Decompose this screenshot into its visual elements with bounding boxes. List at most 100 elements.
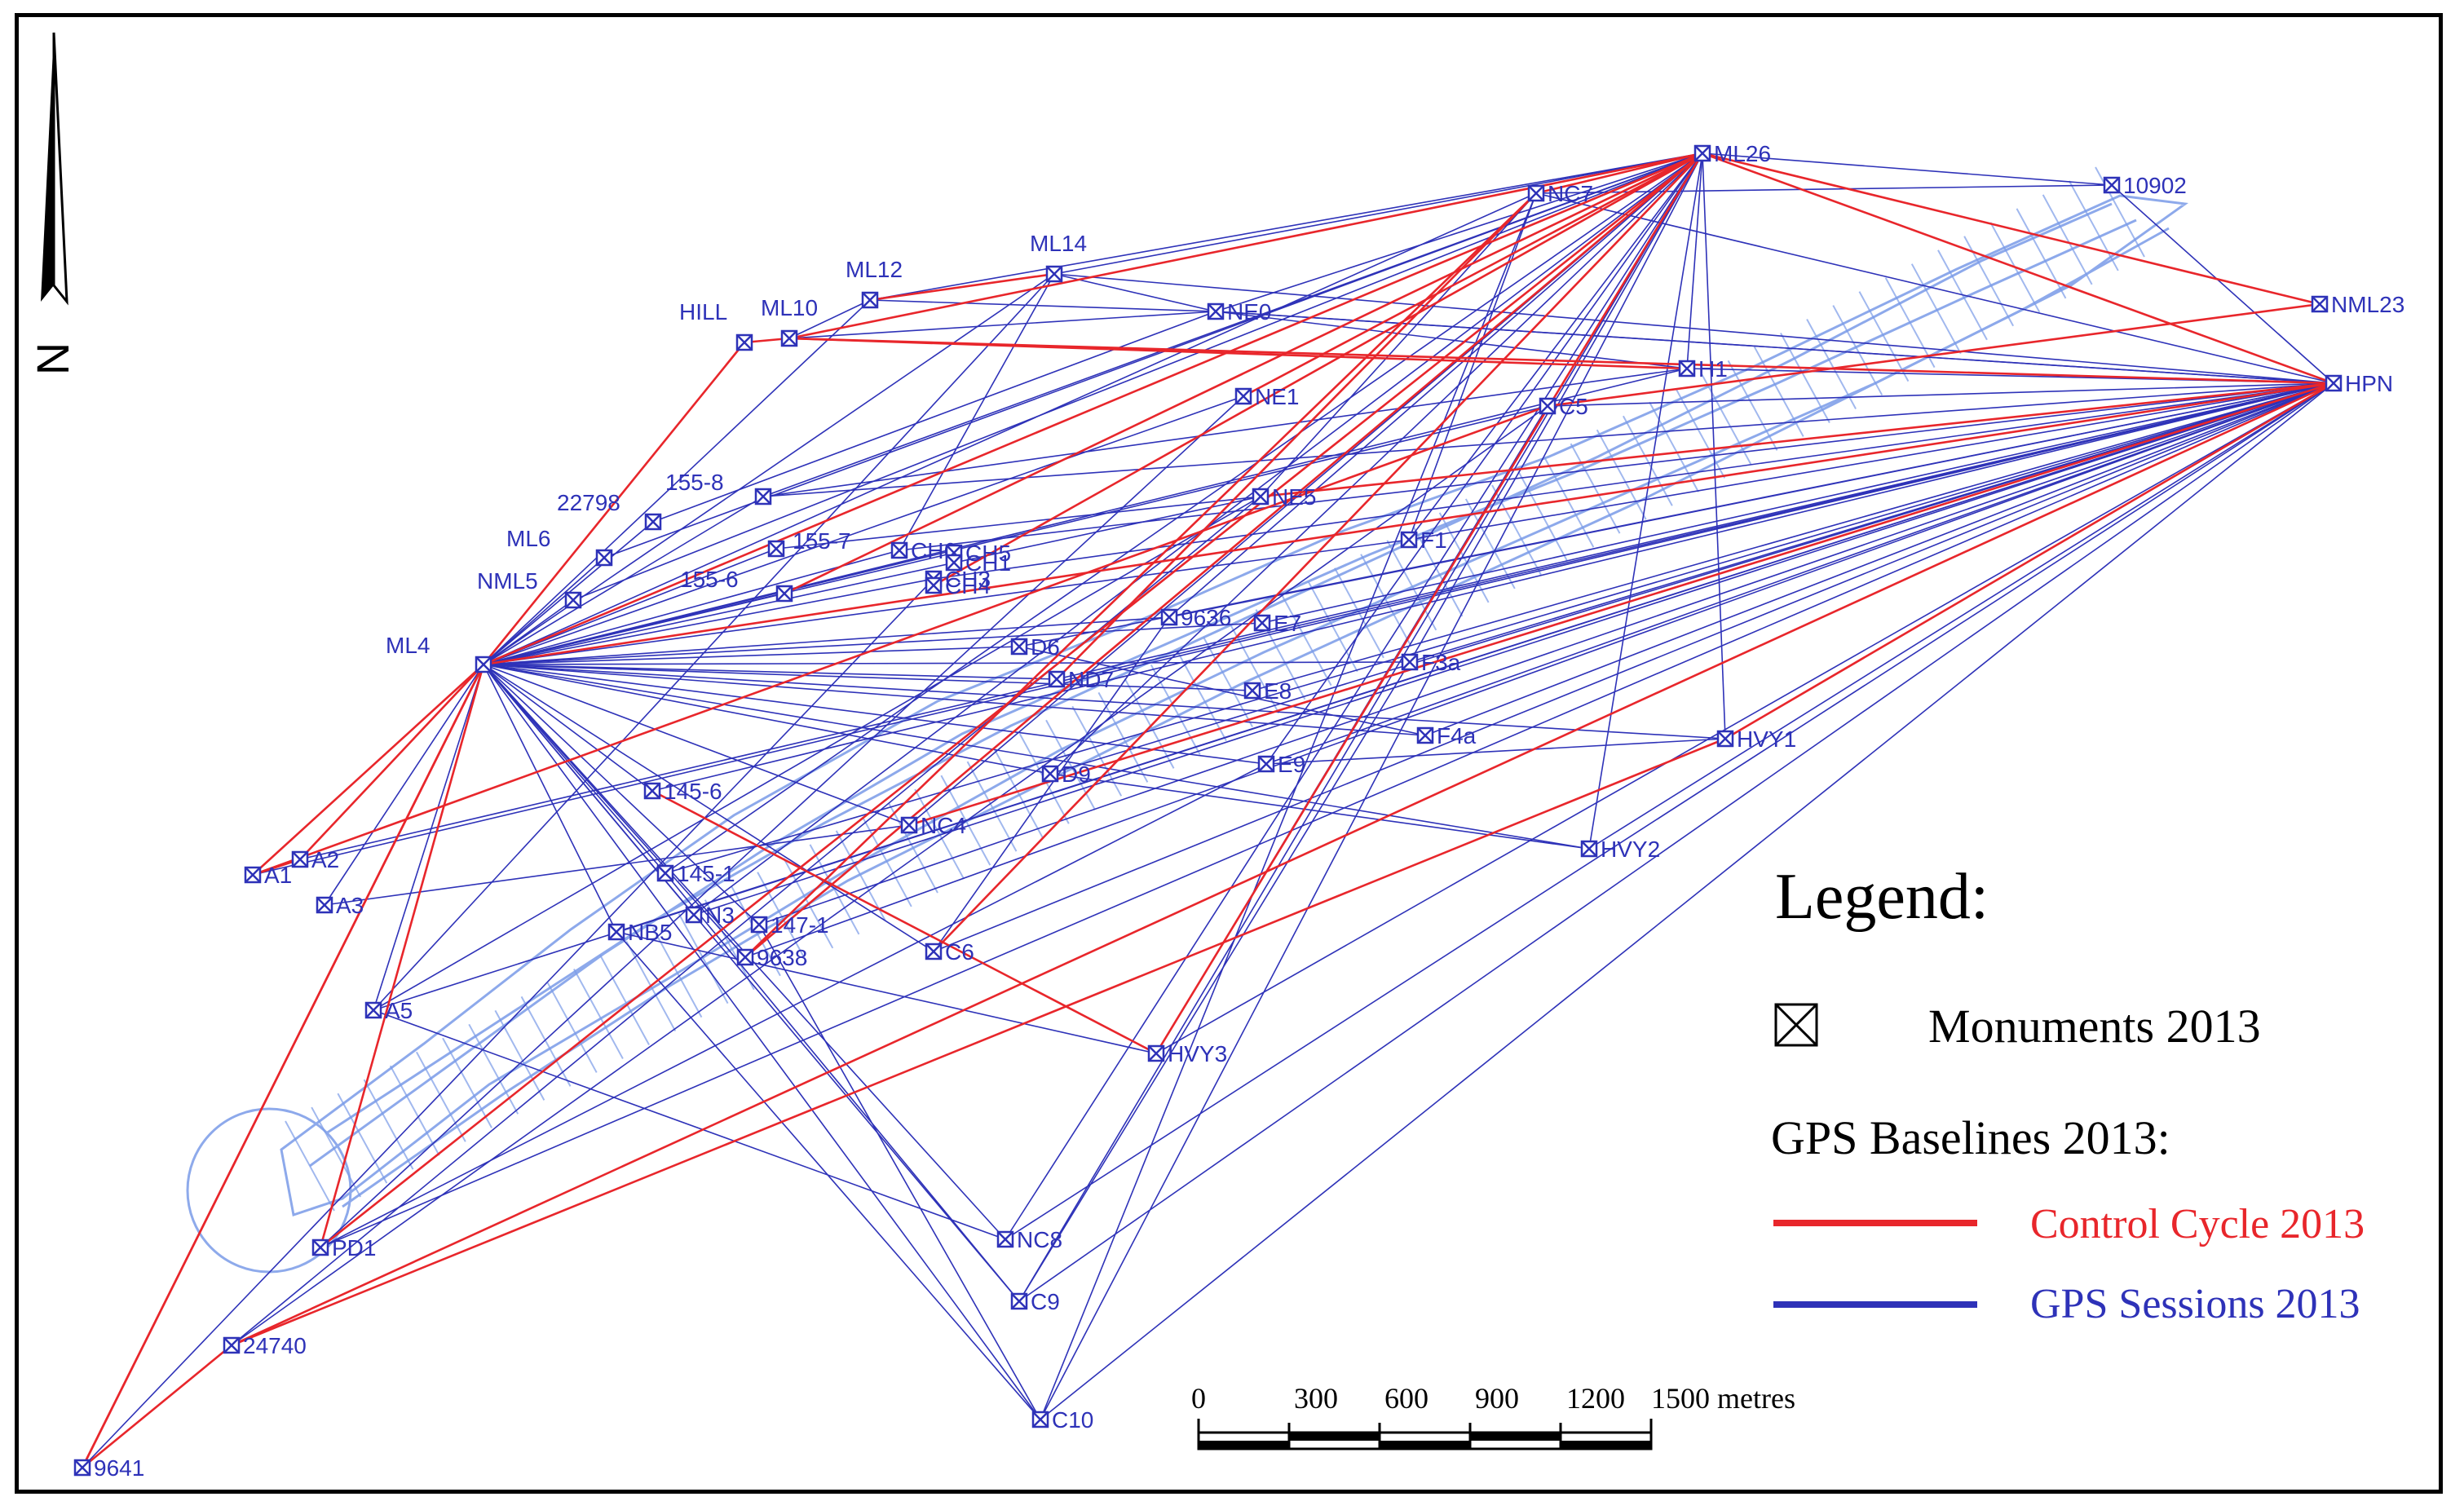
session-baseline-PD1-NE1	[320, 395, 1244, 1248]
monument-marker-cross	[776, 585, 793, 602]
station-label: CH1	[965, 550, 1011, 576]
workings-crosscut	[573, 968, 624, 1059]
station-label: F3a	[1421, 650, 1461, 675]
scale-label-600: 600	[1384, 1382, 1429, 1415]
station-label: A1	[264, 863, 292, 888]
monument-marker-cross	[1032, 1411, 1049, 1428]
workings-crosscut	[1045, 719, 1096, 810]
station-145-1: 145-1	[656, 861, 735, 886]
north-arrow-left-half	[41, 33, 54, 302]
workings-crosscut	[363, 1079, 414, 1170]
station-label: A3	[336, 893, 364, 918]
session-baseline-HPN-E9	[1265, 382, 2334, 765]
station-label: 155-7	[793, 528, 851, 554]
monument-marker-cross	[736, 334, 753, 351]
monument-marker-cross	[1254, 615, 1270, 631]
workings-crosscut	[1150, 664, 1201, 755]
session-baseline-ML4-F4a	[483, 664, 1426, 736]
scale-bar-seg-4	[1470, 1433, 1561, 1441]
station-CH4: CH4	[925, 573, 991, 598]
session-baseline-ML4-ND7	[483, 664, 1058, 680]
session-baseline-155-8-H1	[762, 368, 1688, 497]
control-baseline-ML4-HILL	[482, 342, 746, 665]
workings-crosscut	[1360, 554, 1411, 645]
session-baseline-ML4-HVY1	[483, 664, 1726, 740]
session-baseline-C9-F3a	[1018, 661, 1411, 1302]
session-baseline-HVY2-D9	[1049, 773, 1590, 850]
workings-crosscut	[2042, 194, 2093, 285]
session-baseline-ML4-NML5	[483, 599, 574, 665]
station-label: 155-6	[680, 567, 739, 592]
session-baseline-ML4-C10	[483, 664, 1041, 1420]
scale-label-300: 300	[1294, 1382, 1338, 1415]
session-baseline-HPN-A5	[373, 382, 2334, 1011]
station-A5: A5	[364, 998, 413, 1023]
monument-marker-cross	[1042, 766, 1058, 782]
station-label: ML6	[506, 526, 550, 551]
workings-crosscut	[494, 1009, 545, 1101]
station-label: HVY3	[1168, 1041, 1227, 1066]
session-baseline-ML4-NE1	[483, 395, 1244, 665]
station-10902: 10902	[2103, 173, 2187, 198]
control-baseline-ML26-C6	[933, 152, 1703, 952]
legend-baselines-heading: GPS Baselines 2013:	[1771, 1111, 2170, 1164]
monument-marker-cross	[1208, 303, 1224, 320]
monument-marker-cross	[644, 783, 660, 799]
session-baseline-C6-9636	[933, 616, 1170, 952]
station-N3: N3	[685, 903, 735, 928]
session-baseline-HPN-ML14	[1053, 273, 2334, 384]
scale-bar-seg-2	[1289, 1433, 1380, 1441]
station-label: NML23	[2331, 292, 2404, 317]
monument-marker-cross	[997, 1231, 1013, 1247]
station-label: NE0	[1227, 299, 1271, 325]
station-label: NE1	[1255, 384, 1299, 409]
monument-marker-cross	[1148, 1045, 1164, 1062]
north-arrow-right-half	[52, 32, 68, 306]
gps-session-baselines	[82, 152, 2334, 1468]
session-baseline-ML14-CH6	[899, 273, 1055, 551]
session-baseline-ML4-D9	[483, 664, 1051, 775]
session-baseline-ML4-CH5	[483, 552, 955, 665]
control-baseline-HPN-ML10	[788, 337, 2334, 385]
workings-crosscut	[861, 816, 912, 907]
workings-crosscut	[1071, 705, 1123, 797]
session-baseline-HPN-N3	[693, 382, 2334, 916]
session-baseline-A5-NE5	[373, 496, 1261, 1011]
session-baseline-NC7-HPN	[1535, 192, 2334, 384]
station-label: ML14	[1030, 231, 1087, 256]
control-cycle-baselines	[81, 152, 2334, 1469]
session-baseline-ML4-A5	[373, 664, 484, 1011]
control-baseline-NML23-C5	[1547, 302, 2320, 408]
station-label: 145-6	[664, 779, 722, 804]
monument-marker-cross	[1679, 360, 1695, 377]
station-9636: 9636	[1160, 605, 1231, 630]
scale-bar-seg-5	[1561, 1441, 1651, 1449]
station-label: E9	[1278, 752, 1305, 777]
station-PD1: PD1	[311, 1235, 376, 1261]
monument-marker-cross	[1581, 841, 1597, 857]
scale-label-0: 0	[1191, 1382, 1206, 1415]
session-baseline-A1-HPN	[252, 382, 2334, 876]
station-label: E7	[1274, 611, 1301, 636]
station-9641: 9641	[73, 1455, 144, 1481]
session-baseline-ML10-ML12	[788, 299, 871, 339]
monument-marker-cross	[316, 897, 333, 913]
station-NC4: NC4	[900, 813, 966, 838]
session-baseline-NC7-NE5	[1260, 192, 1537, 497]
workings-crosscut	[1097, 691, 1149, 783]
station-label: HPN	[2345, 371, 2393, 396]
session-baseline-PD1-E9	[320, 763, 1267, 1248]
station-C6: C6	[925, 939, 974, 965]
control-baseline-ML26-HPN	[1702, 152, 2334, 385]
session-baseline-HPN-HVY3	[1155, 382, 2334, 1054]
station-NML23: NML23	[2311, 292, 2404, 317]
workings-crosscut	[389, 1065, 440, 1156]
session-baseline-22798-NE0	[652, 311, 1217, 523]
control-baseline-ML4-A1	[252, 664, 484, 876]
session-baseline-ML26-H1	[1686, 152, 1703, 369]
session-baseline-HPN-F4a	[1424, 382, 2334, 736]
station-label: C10	[1052, 1407, 1093, 1433]
station-HVY3: HVY3	[1147, 1041, 1227, 1066]
monument-marker-cross	[1717, 731, 1733, 747]
session-baseline-ML26-NML5	[572, 152, 1703, 601]
